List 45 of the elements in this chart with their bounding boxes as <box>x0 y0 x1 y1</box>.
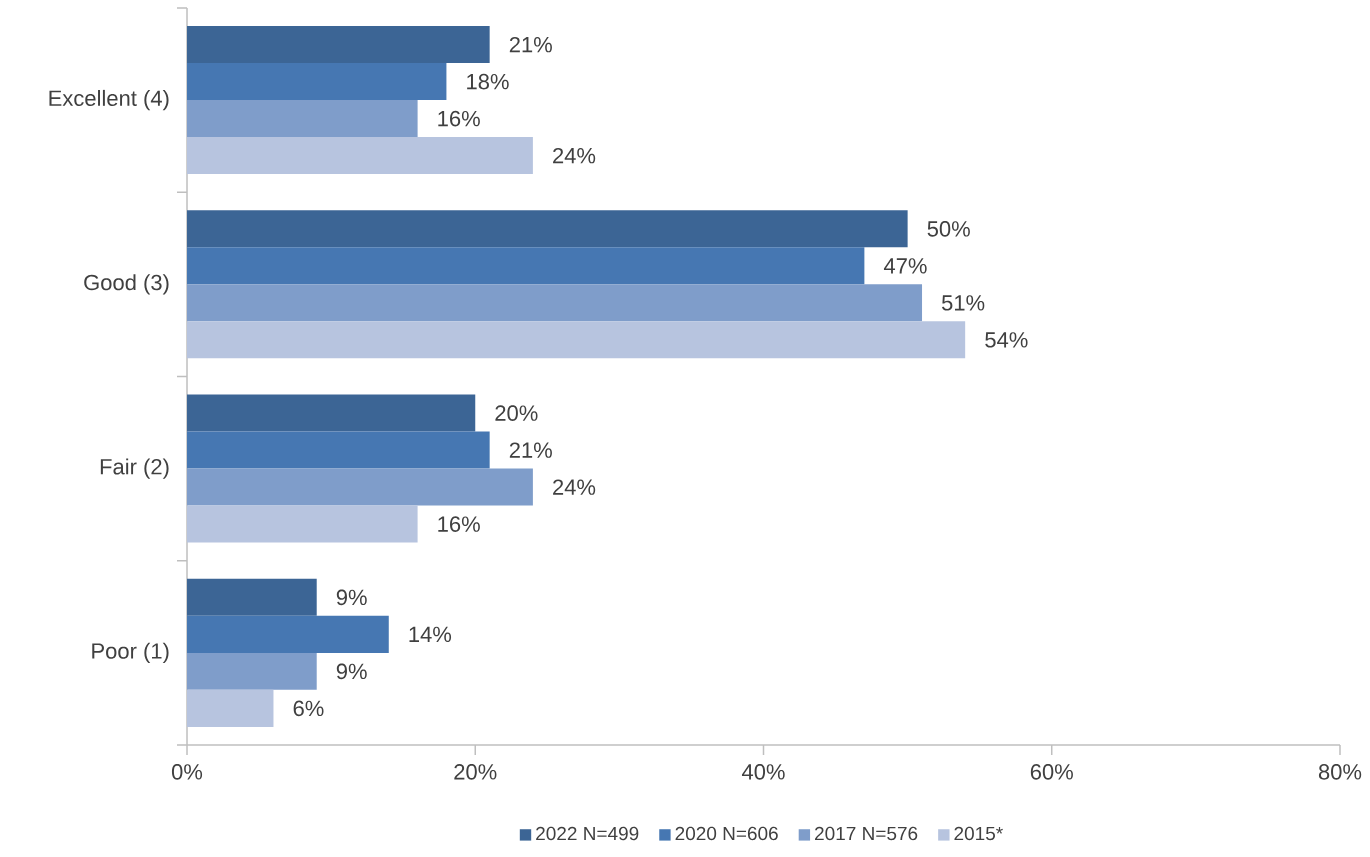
legend-label: 2017 N=576 <box>815 826 918 841</box>
y-tick-label: Excellent (4) <box>49 89 169 111</box>
bar <box>187 63 447 101</box>
data-label: 24% <box>553 479 596 495</box>
x-tick-label: 0% <box>171 764 203 780</box>
bar <box>187 394 476 432</box>
bar <box>187 26 490 64</box>
data-label: 16% <box>438 110 480 127</box>
legend-label: 2020 N=606 <box>675 826 778 841</box>
bar <box>187 615 389 653</box>
bar <box>187 505 418 543</box>
data-label: 20% <box>495 405 538 421</box>
data-label: 21% <box>509 36 552 53</box>
data-label: 18% <box>467 73 509 90</box>
y-tick-label: Fair (2) <box>100 458 169 479</box>
x-tick-label: 40% <box>741 764 785 780</box>
y-tick-label: Good (3) <box>84 274 169 295</box>
data-label: 47% <box>883 258 927 274</box>
bar <box>187 689 274 727</box>
data-label: 6% <box>293 700 324 717</box>
bar <box>187 652 317 690</box>
data-label: 9% <box>336 589 367 606</box>
bar <box>187 321 966 359</box>
y-tick-label: Poor (1) <box>92 642 169 664</box>
data-label: 9% <box>336 663 367 680</box>
bar <box>187 284 923 322</box>
x-tick-label: 60% <box>1030 764 1073 780</box>
bar <box>187 247 865 285</box>
bar <box>187 431 490 469</box>
bar <box>187 210 908 248</box>
bar <box>187 468 533 506</box>
data-label: 14% <box>409 626 452 643</box>
data-label: 24% <box>553 147 596 164</box>
x-tick-label: 80% <box>1318 764 1362 780</box>
data-label: 16% <box>438 516 480 532</box>
data-label: 21% <box>509 442 552 458</box>
x-tick-label: 20% <box>454 764 497 780</box>
legend-label: 2015* <box>954 826 1003 841</box>
legend-label: 2022 N=499 <box>536 826 639 841</box>
data-label: 50% <box>927 221 970 237</box>
bar <box>187 578 317 616</box>
bar <box>187 100 418 138</box>
bar <box>187 137 533 175</box>
data-label: 54% <box>985 332 1028 348</box>
data-label: 51% <box>941 295 985 311</box>
